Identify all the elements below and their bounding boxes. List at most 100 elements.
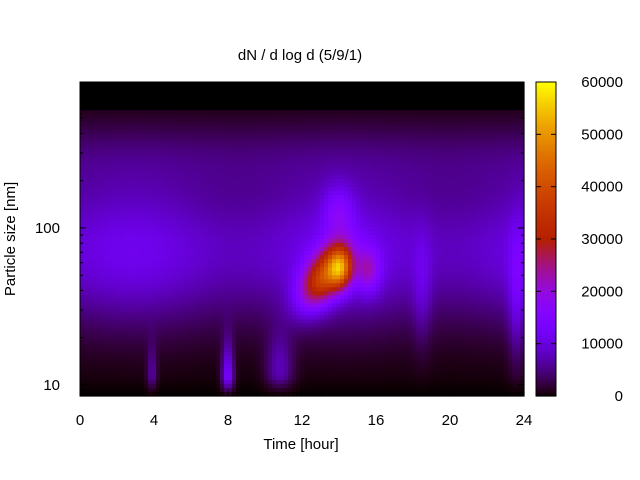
heatmap-cell <box>268 218 273 224</box>
heatmap-cell <box>236 331 241 337</box>
heatmap-cell <box>296 82 301 87</box>
heatmap-cell <box>236 359 241 365</box>
heatmap-cell <box>276 259 281 264</box>
heatmap-cell <box>224 311 229 317</box>
heatmap-cell <box>120 387 125 393</box>
heatmap-cell <box>120 355 125 361</box>
heatmap-cell <box>300 315 305 321</box>
heatmap-cell <box>168 255 173 260</box>
heatmap-cell <box>264 315 269 321</box>
heatmap-cell <box>192 230 197 236</box>
heatmap-cell <box>204 243 209 248</box>
heatmap-cell <box>332 351 337 357</box>
heatmap-cell <box>240 210 245 216</box>
heatmap-cell <box>248 307 253 313</box>
heatmap-cell <box>264 299 269 305</box>
heatmap-cell <box>160 351 165 357</box>
heatmap-cell <box>188 283 193 288</box>
heatmap-cell <box>232 307 237 313</box>
heatmap-cell <box>120 158 125 164</box>
heatmap-cell <box>148 375 153 381</box>
heatmap-cell <box>276 339 281 345</box>
heatmap-cell <box>304 222 309 228</box>
heatmap-cell <box>80 222 85 228</box>
heatmap-cell <box>280 86 285 91</box>
heatmap-cell <box>248 178 253 184</box>
heatmap-cell <box>268 138 273 143</box>
heatmap-cell <box>212 275 217 280</box>
heatmap-cell <box>248 102 253 107</box>
heatmap-cell <box>84 383 89 389</box>
heatmap-cell <box>308 275 313 280</box>
heatmap-cell <box>296 331 301 337</box>
heatmap-cell <box>276 134 281 139</box>
heatmap-cell <box>260 202 265 208</box>
heatmap-cell <box>196 363 201 369</box>
heatmap-cell <box>252 222 257 228</box>
heatmap-cell <box>124 86 129 91</box>
heatmap-cell <box>128 222 133 228</box>
heatmap-cell <box>208 375 213 381</box>
heatmap-cell <box>256 174 261 180</box>
heatmap-cell <box>264 106 269 111</box>
heatmap-cell <box>236 243 241 248</box>
heatmap-cell <box>324 142 329 148</box>
heatmap-cell <box>240 162 245 168</box>
heatmap-cell <box>304 98 309 103</box>
heatmap-cell <box>284 142 289 148</box>
heatmap-cell <box>188 347 193 353</box>
heatmap-cell <box>228 391 233 397</box>
heatmap-cell <box>172 335 177 341</box>
heatmap-cell <box>332 142 337 148</box>
heatmap-cell <box>80 182 85 188</box>
heatmap-cell <box>244 202 249 208</box>
heatmap-cell <box>168 275 173 280</box>
heatmap-cell <box>168 178 173 184</box>
heatmap-cell <box>208 186 213 192</box>
heatmap-cell <box>164 222 169 228</box>
heatmap-cell <box>136 347 141 353</box>
heatmap-cell <box>176 154 181 160</box>
heatmap-cell <box>140 110 145 115</box>
heatmap-cell <box>96 210 101 216</box>
heatmap-cell <box>180 210 185 216</box>
heatmap-cell <box>232 267 237 272</box>
heatmap-cell <box>92 106 97 111</box>
heatmap-cell <box>232 178 237 184</box>
heatmap-cell <box>332 174 337 180</box>
heatmap-cell <box>240 154 245 160</box>
heatmap-cell <box>136 118 141 123</box>
heatmap-cell <box>268 307 273 313</box>
heatmap-cell <box>308 158 313 164</box>
heatmap-cell <box>88 226 93 232</box>
heatmap-cell <box>304 130 309 135</box>
heatmap-cell <box>124 327 129 333</box>
heatmap-cell <box>312 375 317 381</box>
heatmap-cell <box>316 311 321 317</box>
heatmap-cell <box>276 379 281 385</box>
heatmap-cell <box>172 327 177 333</box>
heatmap-cell <box>304 138 309 143</box>
heatmap-cell <box>136 94 141 99</box>
heatmap-cell <box>308 379 313 385</box>
heatmap-cell <box>220 82 225 87</box>
heatmap-cell <box>216 315 221 321</box>
heatmap-cell <box>316 186 321 192</box>
heatmap-cell <box>128 102 133 107</box>
heatmap-cell <box>276 142 281 148</box>
heatmap-cell <box>208 287 213 292</box>
heatmap-cell <box>288 122 293 127</box>
heatmap-cell <box>232 94 237 99</box>
heatmap-cell <box>92 279 97 284</box>
heatmap-cell <box>116 371 121 377</box>
heatmap-cell <box>284 106 289 111</box>
heatmap-cell <box>328 222 333 228</box>
heatmap-cell <box>192 126 197 131</box>
heatmap-cell <box>276 150 281 156</box>
heatmap-cell <box>240 82 245 87</box>
heatmap-cell <box>244 206 249 212</box>
heatmap-cell <box>320 255 325 260</box>
heatmap-cell <box>256 178 261 184</box>
heatmap-cell <box>144 222 149 228</box>
heatmap-cell <box>156 214 161 220</box>
